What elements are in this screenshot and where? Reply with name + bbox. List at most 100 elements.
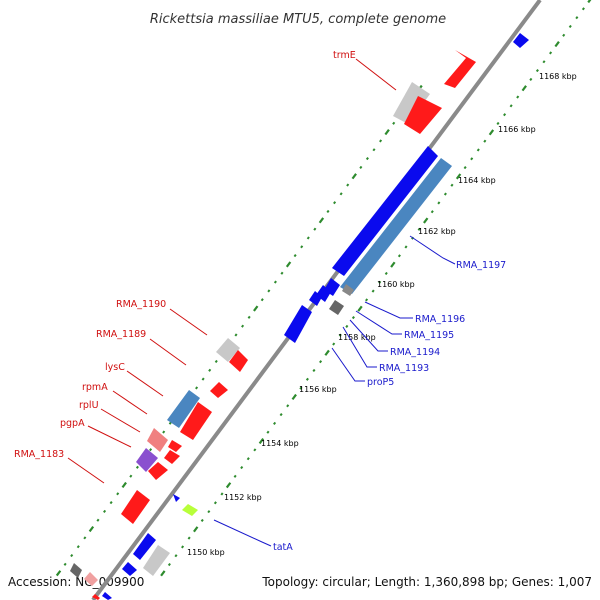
inner-tick-mark xyxy=(293,254,297,258)
cds-feature[interactable] xyxy=(92,594,100,600)
gene-label-RMA_1183[interactable]: RMA_1183 xyxy=(14,449,64,460)
cds-feature[interactable] xyxy=(332,146,438,276)
inner-tick-mark xyxy=(129,474,133,478)
cds-feature[interactable] xyxy=(164,450,180,464)
inner-tick-mark xyxy=(253,305,259,312)
inner-tick-mark xyxy=(234,333,238,337)
cds-feature[interactable] xyxy=(168,440,182,452)
leader-line xyxy=(355,58,397,91)
outer-tick-mark xyxy=(509,104,513,108)
gene-tatA-shape[interactable] xyxy=(182,504,198,516)
cds-feature[interactable] xyxy=(444,50,476,88)
outer-tick-mark xyxy=(437,201,441,205)
gene-label-proP5[interactable]: proP5 xyxy=(367,377,394,388)
cds-feature[interactable] xyxy=(143,545,170,576)
gene-label-trmE[interactable]: trmE xyxy=(333,50,356,61)
gene-rplU-shape[interactable] xyxy=(147,428,168,452)
inner-tick-mark xyxy=(273,280,277,284)
gene-RMA_1197-shape[interactable] xyxy=(340,158,452,294)
outer-tick-mark xyxy=(246,457,250,461)
cds-feature[interactable] xyxy=(84,572,98,586)
outer-tick-mark xyxy=(279,413,283,417)
inner-tick-mark xyxy=(285,261,292,268)
leader-line xyxy=(169,308,208,336)
gene-RMA_1190-shape[interactable] xyxy=(216,338,240,362)
cds-feature[interactable] xyxy=(102,592,112,600)
outer-tick-mark xyxy=(187,536,191,540)
cds-feature[interactable] xyxy=(210,382,228,398)
kbp-label: 1162 kbp xyxy=(418,227,456,236)
cds-feature[interactable] xyxy=(133,533,156,560)
gene-label-RMA_1189[interactable]: RMA_1189 xyxy=(96,329,146,340)
inner-tick-mark xyxy=(214,359,218,364)
gene-label-RMA_1194[interactable]: RMA_1194 xyxy=(390,347,440,358)
gene-RMA_1194-shape[interactable] xyxy=(309,291,322,306)
cds-feature[interactable] xyxy=(121,490,150,524)
cds-feature[interactable] xyxy=(342,284,354,296)
kbp-labels: 1150 kbp 1152 kbp 1154 kbp 1156 kbp 1158… xyxy=(187,72,577,557)
gene-label-RMA_1195[interactable]: RMA_1195 xyxy=(404,330,454,341)
gene-label-RMA_1197[interactable]: RMA_1197 xyxy=(456,260,506,271)
outer-tick-mark xyxy=(496,121,500,126)
inner-tick-mark xyxy=(55,570,62,577)
inner-tick-mark xyxy=(195,386,199,390)
leader-line xyxy=(87,425,132,448)
leader-line xyxy=(100,408,141,433)
inner-tick-mark xyxy=(260,298,264,302)
kbp-label: 1168 kbp xyxy=(539,72,577,81)
gene-label-lysC[interactable]: lysC xyxy=(105,362,125,373)
inner-tick-mark xyxy=(365,157,369,161)
outer-tick-mark xyxy=(233,474,237,478)
leader-line xyxy=(355,310,402,335)
outer-tick-mark xyxy=(273,421,277,425)
outer-tick-mark xyxy=(483,139,487,143)
cds-feature[interactable] xyxy=(70,563,82,578)
cds-feature[interactable] xyxy=(404,96,442,134)
inner-tick-mark xyxy=(103,509,107,513)
outer-tick-mark xyxy=(423,217,429,224)
leader-line xyxy=(349,319,388,352)
gene-label-tatA[interactable]: tatA xyxy=(273,542,293,553)
cds-feature[interactable] xyxy=(513,33,529,48)
outer-tick-mark xyxy=(207,510,211,514)
inner-tick-mark xyxy=(135,465,139,469)
inner-tick-mark xyxy=(392,121,396,125)
gene-label-rpmA[interactable]: rpmA xyxy=(82,382,108,393)
outer-tick-mark xyxy=(213,501,217,505)
cds-feature[interactable] xyxy=(173,494,180,502)
gene-lysC-shape[interactable] xyxy=(167,390,200,428)
outer-tick-mark xyxy=(568,24,572,29)
gene-RMA_1189-shape[interactable] xyxy=(229,350,248,372)
leader-line xyxy=(331,347,365,382)
outer-tick-mark xyxy=(404,245,408,249)
outer-tick-mark xyxy=(529,77,533,81)
gene-label-RMA_1196[interactable]: RMA_1196 xyxy=(415,314,465,325)
gene-rpmA-shape[interactable] xyxy=(180,402,212,440)
inner-tick-mark xyxy=(70,553,74,558)
cds-feature[interactable] xyxy=(122,562,137,576)
gene-RMA_1183-shape[interactable] xyxy=(148,462,168,480)
gene-RMA_1193-shape[interactable] xyxy=(329,300,344,315)
inner-tick-mark xyxy=(116,492,120,496)
gene-trmE-shape[interactable] xyxy=(393,82,430,124)
outer-tick-mark xyxy=(181,545,185,549)
kbp-label: 1152 kbp xyxy=(224,493,262,502)
gene-label-rplU[interactable]: rplU xyxy=(79,400,99,411)
inner-tick-mark xyxy=(96,518,100,522)
inner-tick-mark xyxy=(318,217,325,224)
left-leader-lines xyxy=(67,58,397,484)
leader-line xyxy=(409,235,456,265)
gene-proP5-shape[interactable] xyxy=(284,305,312,343)
inner-tick-mark xyxy=(121,481,127,489)
gene-label-RMA_1190[interactable]: RMA_1190 xyxy=(116,299,166,310)
outer-tick-mark xyxy=(258,437,265,445)
gene-label-pgpA[interactable]: pgpA xyxy=(60,418,85,429)
gene-pgpA-shape[interactable] xyxy=(136,448,158,472)
inner-tick-mark xyxy=(280,271,284,275)
gene-label-RMA_1193[interactable]: RMA_1193 xyxy=(379,363,429,374)
kbp-label: 1156 kbp xyxy=(299,385,337,394)
inner-tick-mark xyxy=(313,227,317,231)
leader-line xyxy=(364,301,413,319)
inner-tick-mark xyxy=(208,368,212,372)
